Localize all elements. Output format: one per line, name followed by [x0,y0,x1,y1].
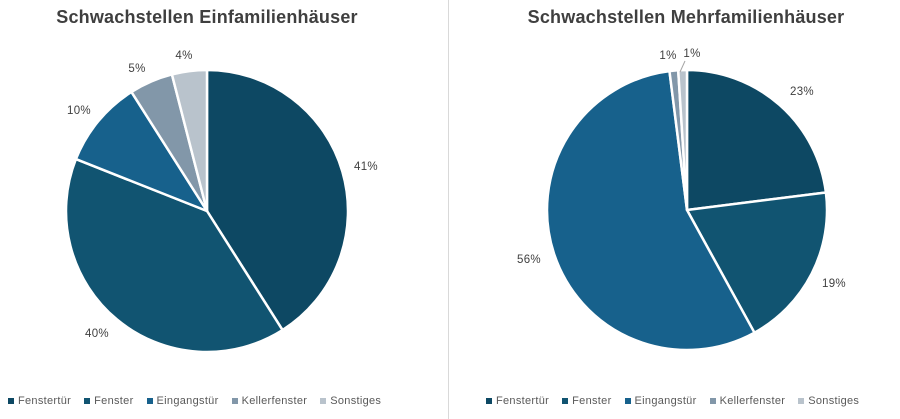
pie-slice-sonstiges [170,68,209,213]
legend-marker-fenster [562,398,569,404]
legend-marker-eingangstuer [146,398,153,404]
legend-marker-fenstertuer [486,398,492,404]
legend-label-eingangstuer: Eingangstür [156,395,219,407]
pie-slice-fenstertuer [685,68,828,212]
pie-chart-mehrfamilienhaeuser: 23% 19% 56% 1% 1% [517,48,846,352]
legend-item-fenster: Fenster [562,395,611,407]
legend-label-sonstiges: Sonstiges [330,395,382,407]
legend-marker-eingangstuer [624,398,631,404]
slice-label-fenster: 40% [85,328,109,340]
legend-marker-sonstiges [320,398,327,404]
legend-item-fenster: Fenster [84,395,133,407]
legend-marker-kellerfenster [709,398,716,404]
pie-slice-eingangstuer [545,69,756,352]
legend-label-sonstiges: Sonstiges [808,395,860,407]
legend-item-eingangstuer: Eingangstür [146,395,219,407]
legend-mehrfamilienhaeuser: Fenstertür Fenster Eingangstür Kellerfen… [486,393,859,409]
legend-label-eingangstuer: Eingangstür [634,395,697,407]
slice-label-sonstiges: 1% [683,48,700,60]
slice-label-kellerfenster: 1% [659,50,676,62]
pie-slice-fenster [64,157,284,354]
legend-item-sonstiges: Sonstiges [798,395,859,407]
chart-title-mehrfamilienhaeuser: Schwachstellen Mehrfamilienhäuser [527,7,845,27]
panel-divider [448,0,449,419]
legend-einfamilienhaeuser: Fenstertür Fenster Eingangstür Kellerfen… [8,393,381,409]
legend-item-eingangstuer: Eingangstür [624,395,697,407]
slice-label-eingangstuer: 10% [67,105,91,117]
pie-chart-einfamilienhaeuser: 41% 40% 10% 5% 4% [64,50,378,354]
legend-label-fenstertuer: Fenstertür [496,395,550,407]
slice-label-sonstiges: 4% [175,50,192,62]
pie-slice-eingangstuer [74,90,209,213]
legend-marker-fenstertuer [8,398,14,404]
legend-label-fenster: Fenster [572,395,612,407]
legend-item-fenstertuer: Fenstertür [486,395,549,407]
legend-item-kellerfenster: Kellerfenster [709,395,786,407]
slice-label-eingangstuer: 56% [517,254,541,266]
legend-label-kellerfenster: Kellerfenster [719,395,786,407]
legend-marker-fenster [84,398,91,404]
legend-label-kellerfenster: Kellerfenster [241,395,308,407]
slice-label-fenstertuer: 23% [790,86,814,98]
chart-title-einfamilienhaeuser: Schwachstellen Einfamilienhäuser [56,7,358,27]
slice-label-fenstertuer: 41% [354,161,378,173]
slice-label-fenster: 19% [822,278,846,290]
legend-label-fenstertuer: Fenstertür [18,395,72,407]
legend-item-sonstiges: Sonstiges [320,395,381,407]
legend-marker-kellerfenster [231,398,238,404]
legend-label-fenster: Fenster [94,395,134,407]
label-leader-line [679,60,686,73]
legend-item-kellerfenster: Kellerfenster [231,395,308,407]
pie-slice-fenster [685,191,829,334]
slice-label-kellerfenster: 5% [128,63,145,75]
legend-marker-sonstiges [798,398,805,404]
pie-slice-sonstiges [676,68,689,212]
legend-item-fenstertuer: Fenstertür [8,395,71,407]
